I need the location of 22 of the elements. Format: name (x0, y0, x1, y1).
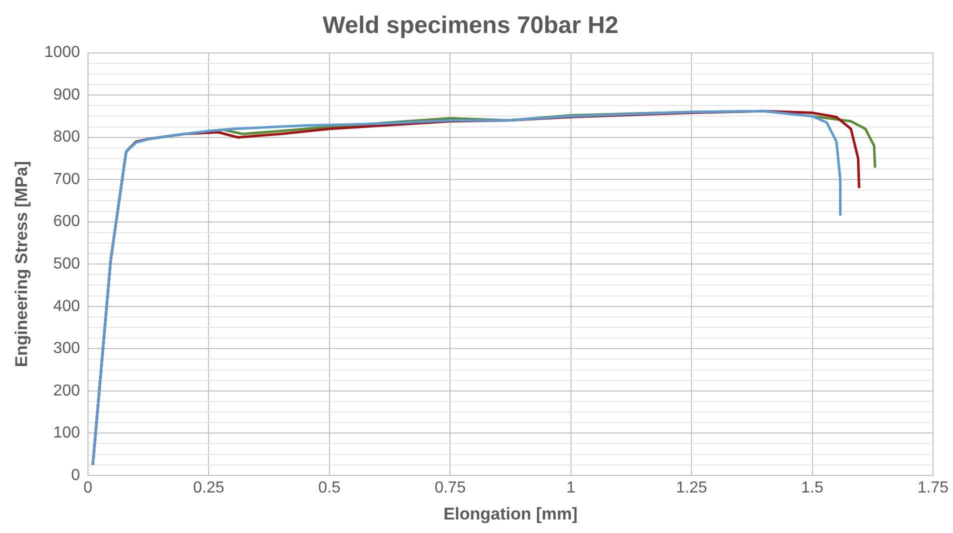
y-tick-label: 500 (53, 256, 80, 273)
y-tick-label: 800 (53, 128, 80, 146)
chart-title: Weld specimens 70bar H2 (322, 12, 618, 40)
x-axis-title: Elongation [mm] (443, 504, 578, 524)
y-tick-label: 900 (53, 86, 80, 104)
x-tick-label: 1.25 (676, 479, 708, 496)
x-tick-label: 0.75 (434, 479, 466, 496)
y-tick-label: 700 (53, 170, 80, 188)
x-tick-label: 0.5 (318, 479, 341, 496)
y-tick-label: 600 (53, 213, 80, 230)
y-tick-label: 0 (71, 466, 80, 484)
y-tick-label: 200 (53, 382, 80, 400)
y-axis-title: Engineering Stress [MPa] (12, 161, 31, 368)
y-tick-label: 100 (53, 424, 80, 442)
x-tick-label: 0.25 (193, 479, 224, 496)
x-tick-label: 1.75 (917, 479, 949, 496)
x-tick-label: 0 (84, 479, 93, 496)
x-tick-label: 1.5 (801, 479, 824, 496)
x-tick-label: 1 (566, 479, 576, 496)
y-tick-label: 400 (53, 298, 80, 315)
y-tick-label: 1000 (44, 44, 80, 62)
y-tick-label: 300 (53, 340, 80, 358)
